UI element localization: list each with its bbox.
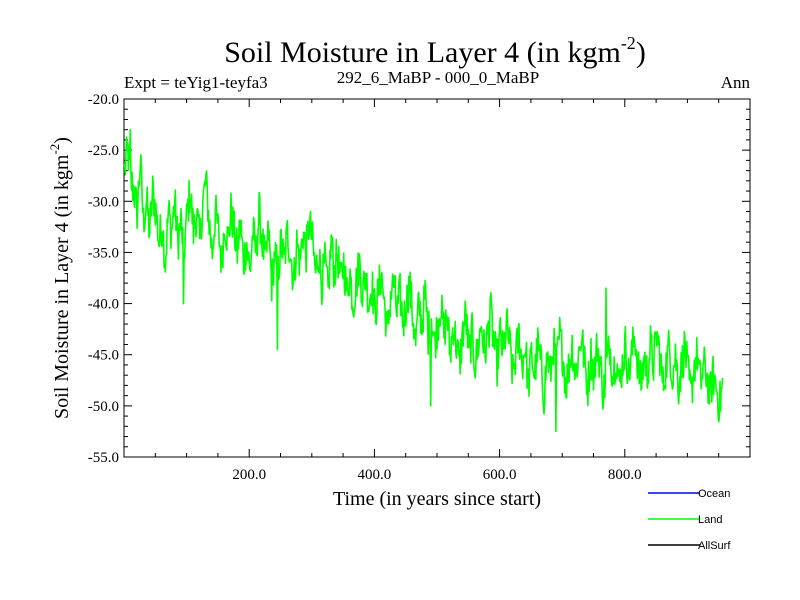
x-tick-label: 400.0	[358, 467, 392, 483]
period-label: 292_6_MaBP - 000_0_MaBP	[337, 68, 539, 87]
y-tick-label: -45.0	[88, 348, 119, 364]
legend-label-land: Land	[698, 514, 722, 526]
season-label: Ann	[721, 73, 751, 92]
title-close: )	[636, 36, 646, 69]
y-axis-label-close: )	[51, 137, 73, 144]
series-group	[123, 128, 724, 433]
y-tick-label: -30.0	[88, 194, 119, 210]
y-axis-label-sup: -2	[47, 144, 62, 155]
legend-label-allsurf: AllSurf	[698, 540, 731, 552]
experiment-label: Expt = teYig1-teyfa3	[124, 73, 268, 92]
title-main: Soil Moisture in Layer 4 (in kgm	[224, 36, 621, 69]
y-tick-label: -20.0	[88, 92, 119, 108]
y-tick-label: -40.0	[88, 297, 119, 313]
series-line-land	[123, 128, 724, 433]
y-tick-label: -35.0	[88, 245, 119, 261]
x-tick-label: 800.0	[608, 467, 642, 483]
y-axis-label: Soil Moisture in Layer 4 (in kgm-2)	[47, 137, 73, 419]
chart-title: Soil Moisture in Layer 4 (in kgm-2)	[224, 33, 646, 69]
y-tick-label: -55.0	[88, 450, 119, 466]
plot-area: -20.0 -25.0 -30.0 -35.0 -40.0 -45.0 -50.0 -55.0…	[88, 92, 751, 483]
x-axis-label: Time (in years since start)	[333, 488, 541, 510]
plot-frame	[123, 98, 751, 458]
tick-group: -20.0 -25.0 -30.0 -35.0 -40.0 -45.0 -50.0 -55.0…	[88, 92, 750, 483]
y-tick-label: -50.0	[88, 399, 119, 415]
legend-label-ocean: Ocean	[698, 488, 730, 500]
x-tick-label: 600.0	[483, 467, 517, 483]
legend: Ocean Land AllSurf	[648, 488, 731, 552]
y-axis-label-main: Soil Moisture in Layer 4 (in kgm	[51, 154, 73, 419]
y-tick-label: -25.0	[88, 143, 119, 159]
x-tick-label: 200.0	[232, 467, 266, 483]
title-superscript: -2	[621, 33, 636, 53]
